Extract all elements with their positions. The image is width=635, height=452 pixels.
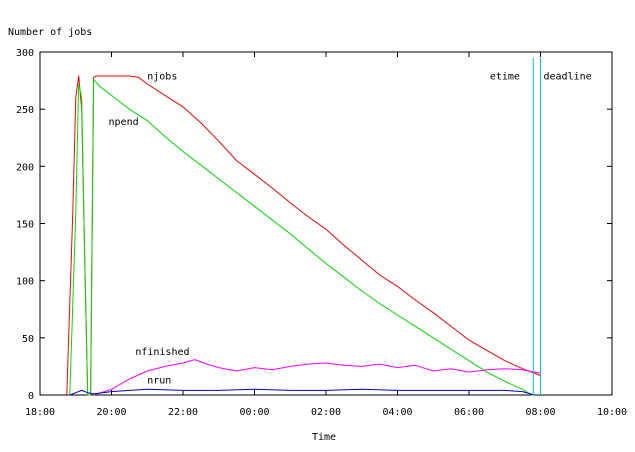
y-tick-label-3: 150 [16,220,34,231]
x-tick-label-7: 08:00 [525,407,555,418]
annotation-deadline: deadline [543,71,591,82]
y-tick-label-5: 250 [16,105,34,116]
y-tick-label-0: 0 [28,391,34,402]
series-line-npend [69,78,535,396]
x-tick-label-5: 04:00 [382,407,412,418]
annotation-npend: npend [109,117,139,128]
series-line-nrun [69,388,535,396]
y-axis-label: Number of jobs [8,27,93,38]
x-tick-label-2: 22:00 [168,407,198,418]
x-tick-label-6: 06:00 [454,407,484,418]
x-tick-label-8: 10:00 [597,407,627,418]
annotation-nrun: nrun [147,376,171,387]
series-line-nfinished [93,359,541,396]
x-tick-label-0: 18:00 [25,407,55,418]
x-tick-label-4: 02:00 [311,407,341,418]
annotation-nfinished: nfinished [135,347,189,358]
annotation-etime: etime [490,71,520,82]
y-tick-label-4: 200 [16,162,34,173]
x-axis-label: Time [312,432,337,443]
x-tick-label-1: 20:00 [96,407,126,418]
y-tick-label-6: 300 [16,48,34,59]
y-tick-label-2: 100 [16,277,34,288]
x-tick-label-3: 00:00 [239,407,269,418]
plot-frame [39,51,613,396]
y-tick-label-1: 50 [22,334,34,345]
annotation-njobs: njobs [147,71,177,82]
